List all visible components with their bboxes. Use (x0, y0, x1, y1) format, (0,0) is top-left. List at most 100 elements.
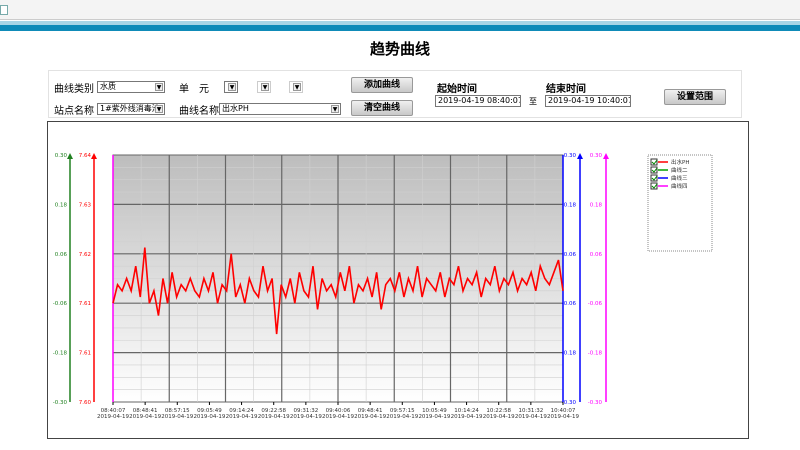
curve-type-label: 曲线类别 (54, 84, 94, 95)
axis-arrow-icon (67, 153, 73, 159)
header-band-dark (0, 25, 800, 31)
y-tick-label: -0.06 (588, 301, 603, 307)
x-tick-label: 10:14:24 (454, 408, 479, 414)
x-tick-date: 2019-04-19 (451, 414, 483, 420)
x-tick-date: 2019-04-19 (97, 414, 129, 420)
chevron-down-icon: ▼ (293, 83, 301, 91)
x-tick-date: 2019-04-19 (418, 414, 450, 420)
legend-checkbox[interactable] (650, 166, 658, 174)
check-icon (651, 175, 658, 181)
legend-checkbox[interactable] (650, 182, 658, 190)
legend-checkbox[interactable] (650, 174, 658, 182)
y-tick-label: 0.30 (55, 153, 68, 159)
chevron-down-icon: ▼ (331, 105, 339, 113)
y-tick-label: 0.30 (590, 153, 603, 159)
y-tick-label: 0.06 (55, 252, 68, 258)
y-tick-label: 7.63 (79, 202, 92, 208)
check-icon (651, 183, 658, 189)
y-tick-label: 0.30 (564, 153, 577, 159)
curve-name-value: 出水PH (222, 104, 249, 113)
x-tick-label: 09:05:49 (197, 408, 222, 414)
x-tick-label: 10:40:07 (551, 408, 576, 414)
check-icon (651, 159, 658, 165)
curve-name-select[interactable]: 出水PH ▼ (219, 103, 341, 115)
y-tick-label: 0.18 (55, 202, 68, 208)
y-tick-label: 7.61 (79, 351, 91, 357)
x-tick-label: 10:05:49 (422, 408, 447, 414)
x-tick-label: 08:57:15 (165, 408, 190, 414)
start-time-value: 2019-04-19 08:40:07 (438, 96, 521, 105)
y-tick-label: 0.18 (590, 202, 603, 208)
start-time-input[interactable]: 2019-04-19 08:40:07 (435, 95, 521, 107)
page-icon (0, 5, 8, 15)
series-line-ph (112, 247, 564, 335)
legend-label: 曲线三 (671, 174, 688, 182)
x-tick-date: 2019-04-19 (226, 414, 258, 420)
end-time-label: 结束时间 (546, 84, 586, 95)
y-tick-label: -0.06 (562, 301, 577, 307)
legend-label: 出水PH (671, 158, 689, 166)
x-tick-label: 09:14:24 (229, 408, 254, 414)
x-tick-label: 10:31:32 (519, 408, 544, 414)
y-tick-label: 7.62 (79, 252, 91, 258)
y-tick-label: 0.06 (564, 252, 577, 258)
browser-bar (0, 0, 800, 20)
add-curve-button[interactable]: 添加曲线 (351, 77, 413, 93)
x-tick-date: 2019-04-19 (386, 414, 418, 420)
start-time-label: 起始时间 (437, 84, 477, 95)
legend-label: 曲线二 (671, 166, 688, 174)
y-tick-label: 7.60 (79, 400, 92, 406)
axis-arrow-icon (603, 153, 609, 159)
unit-select-1[interactable]: ▼ (224, 81, 238, 93)
chevron-down-icon: ▼ (228, 83, 236, 91)
x-tick-date: 2019-04-19 (515, 414, 547, 420)
x-tick-label: 09:48:41 (358, 408, 383, 414)
y-tick-label: -0.30 (562, 400, 577, 406)
chevron-down-icon: ▼ (261, 83, 269, 91)
y-tick-label: 7.61 (79, 301, 91, 307)
set-range-button[interactable]: 设置范围 (664, 89, 726, 105)
station-value: 1#紫外线消毒池 (100, 104, 160, 113)
x-tick-label: 09:57:15 (390, 408, 415, 414)
y-tick-label: -0.18 (562, 351, 577, 357)
curve-name-label: 曲线名称 (179, 106, 219, 117)
curve-type-value: 水质 (100, 82, 116, 91)
x-tick-label: 08:48:41 (133, 408, 158, 414)
clear-curve-button[interactable]: 清空曲线 (351, 100, 413, 116)
legend-label: 曲线四 (671, 182, 688, 190)
x-tick-date: 2019-04-19 (129, 414, 161, 420)
page-title: 趋势曲线 (369, 40, 430, 58)
legend-checkbox[interactable] (650, 158, 658, 166)
axis-arrow-icon (91, 153, 97, 159)
x-tick-date: 2019-04-19 (354, 414, 386, 420)
unit-select-2[interactable]: ▼ (257, 81, 271, 93)
end-time-value: 2019-04-19 10:40:07 (548, 96, 631, 105)
x-tick-label: 09:31:32 (294, 408, 319, 414)
x-tick-date: 2019-04-19 (161, 414, 193, 420)
station-select[interactable]: 1#紫外线消毒池 ▼ (97, 103, 165, 115)
unit-label: 单 元 (179, 84, 209, 95)
x-tick-label: 08:40:07 (101, 408, 126, 414)
x-tick-date: 2019-04-19 (547, 414, 579, 420)
end-time-input[interactable]: 2019-04-19 10:40:07 (545, 95, 631, 107)
y-tick-label: -0.06 (53, 301, 68, 307)
unit-select-3[interactable]: ▼ (289, 81, 303, 93)
y-tick-label: 7.64 (79, 153, 92, 159)
control-panel: 曲线类别 水质 ▼ 单 元 ▼ ▼ ▼ 站点名称 1#紫外线消毒池 ▼ 曲线名称 出… (48, 70, 742, 118)
legend-box (647, 154, 713, 252)
chevron-down-icon: ▼ (155, 105, 163, 113)
axis-arrow-icon (577, 153, 583, 159)
x-tick-label: 09:22:58 (261, 408, 286, 414)
curve-type-select[interactable]: 水质 ▼ (97, 81, 165, 93)
y-tick-label: 0.06 (590, 252, 603, 258)
x-tick-label: 09:40:06 (326, 408, 351, 414)
chart-frame (47, 121, 749, 439)
station-label: 站点名称 (54, 106, 94, 117)
to-label: 至 (529, 97, 537, 106)
x-tick-label: 10:22:58 (486, 408, 511, 414)
y-tick-label: -0.18 (53, 351, 68, 357)
y-tick-label: -0.30 (588, 400, 603, 406)
y-tick-label: -0.30 (53, 400, 68, 406)
x-tick-date: 2019-04-19 (290, 414, 322, 420)
